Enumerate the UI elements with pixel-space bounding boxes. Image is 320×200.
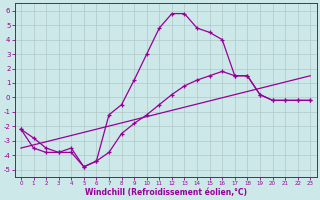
X-axis label: Windchill (Refroidissement éolien,°C): Windchill (Refroidissement éolien,°C) [84,188,247,197]
